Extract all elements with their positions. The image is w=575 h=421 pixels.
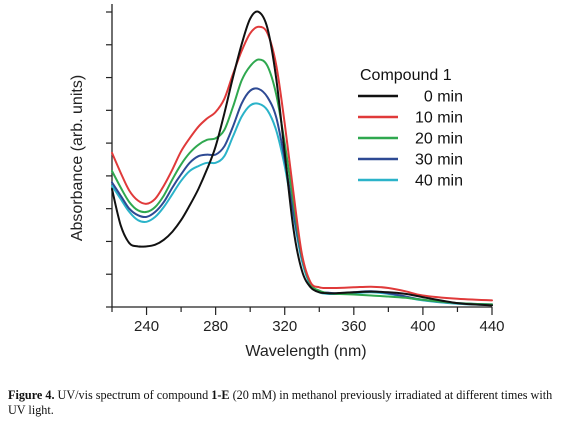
series-line-20-min [111, 58, 493, 306]
series-layer [111, 10, 493, 307]
legend-label-20-min: 20 min [415, 131, 463, 148]
legend-label-0-min: 0 min [424, 89, 463, 106]
legend-label-10-min: 10 min [415, 110, 463, 127]
caption-label: Figure 4. [8, 388, 55, 402]
legend: Compound 1 0 min 10 min 20 min 30 min 40 min [358, 67, 463, 190]
x-tick-label: 360 [341, 318, 366, 335]
legend-title: Compound 1 [360, 67, 452, 84]
series-line-10-min [111, 25, 493, 302]
x-axis-ticks: 240 280 320 360 400 440 [111, 307, 505, 335]
x-tick-label: 400 [410, 318, 435, 335]
legend-items: 0 min 10 min 20 min 30 min 40 min [358, 89, 463, 190]
x-tick-label: 280 [203, 318, 228, 335]
legend-label-40-min: 40 min [415, 173, 463, 190]
y-axis-title: Absorbance (arb. units) [69, 75, 86, 241]
caption-text-before: UV/vis spectrum of compound [54, 388, 212, 402]
x-tick-label: 320 [272, 318, 297, 335]
x-axis-title: Wavelength (nm) [245, 343, 366, 360]
series-line-0-min [111, 10, 493, 307]
uv-vis-chart: 240 280 320 360 400 440 Wavelength (nm) Absor… [69, 4, 505, 360]
legend-label-30-min: 30 min [415, 152, 463, 169]
y-axis-ticks [106, 11, 112, 308]
x-tick-label: 240 [134, 318, 159, 335]
caption-compound: 1-E [211, 388, 230, 402]
caption-text-after: (20 mM) in methanol previously irradiate… [8, 388, 553, 417]
x-tick-label: 440 [479, 318, 504, 335]
figure-caption: Figure 4. UV/vis spectrum of compound 1-… [8, 388, 570, 418]
